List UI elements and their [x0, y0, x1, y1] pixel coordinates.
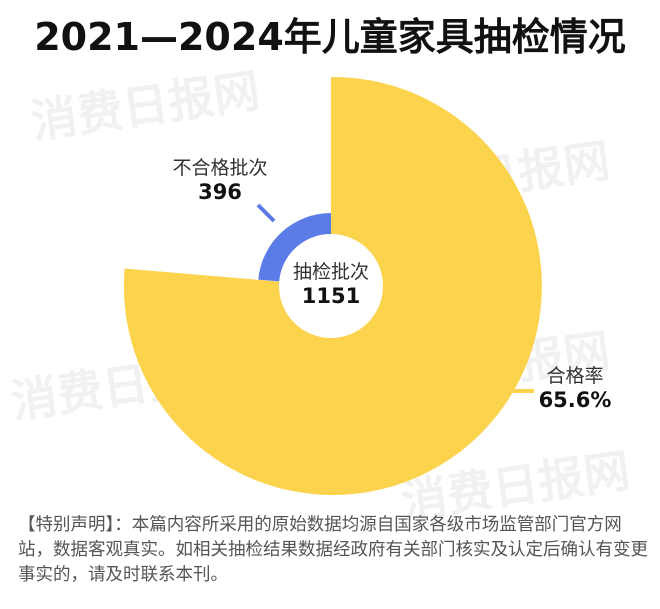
center-label-name: 抽检批次: [292, 261, 369, 283]
pass-label: 合格率 65.6%: [530, 365, 620, 412]
center-label: 抽检批次 1151: [271, 261, 391, 308]
fail-label-value: 396: [198, 179, 242, 204]
pass-label-name: 合格率: [546, 365, 604, 387]
pass-label-value: 65.6%: [538, 387, 612, 412]
chart-title: 2021—2024年儿童家具抽检情况: [34, 15, 626, 59]
center-label-value: 1151: [301, 283, 361, 308]
fail-leader-line: [256, 203, 276, 223]
center-hole: [279, 234, 383, 338]
fail-slice: [258, 213, 331, 282]
fail-label: 不合格批次 396: [160, 157, 280, 204]
disclaimer-note: 【特别声明】：本篇内容所采用的原始数据均源自国家各级市场监管部门官方网站，数据客…: [18, 515, 648, 585]
fail-label-name: 不合格批次: [172, 157, 268, 179]
